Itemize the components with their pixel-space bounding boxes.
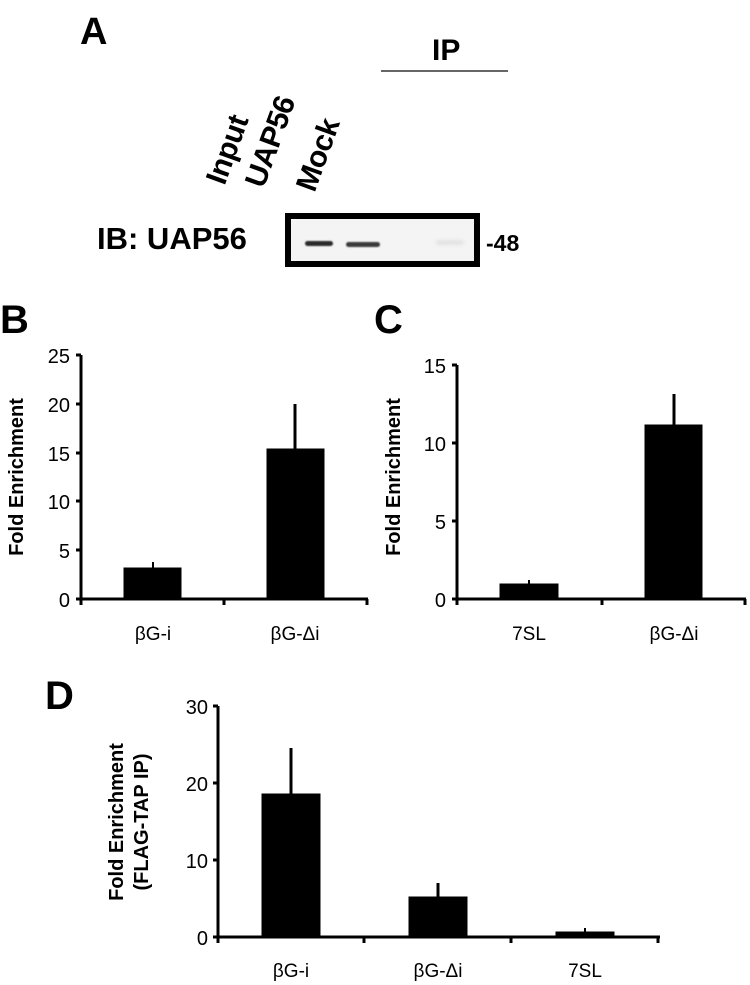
- y-tick-labels: 0 5 10 15: [424, 356, 446, 612]
- x-ticks: [216, 937, 660, 943]
- svg-text:20: 20: [48, 395, 70, 417]
- ip-bracket-line: [381, 70, 508, 72]
- x-tick-labels: 7SL βG-Δi: [512, 624, 698, 645]
- chart-panel-b: Fold Enrichment 0 5 10 15 20 25 βG-i βG-…: [6, 346, 369, 645]
- svg-text:0: 0: [435, 590, 446, 612]
- western-blot: [285, 213, 480, 267]
- x-ticks: [79, 599, 369, 605]
- bars: [261, 748, 615, 938]
- bar-bg-delta-i: [644, 424, 703, 600]
- svg-text:5: 5: [59, 541, 70, 563]
- svg-text:0: 0: [59, 590, 70, 612]
- svg-text:10: 10: [186, 851, 208, 873]
- svg-text:βG-Δi: βG-Δi: [271, 624, 320, 645]
- panel-c-letter: C: [374, 298, 403, 342]
- panel-d-letter: D: [45, 674, 74, 718]
- svg-text:10: 10: [48, 492, 70, 514]
- svg-text:25: 25: [48, 346, 70, 368]
- svg-text:5: 5: [435, 512, 446, 534]
- molecular-weight-marker: -48: [486, 230, 520, 256]
- y-tick-labels: 0 10 20 30: [186, 697, 208, 950]
- y-ticks: [76, 353, 81, 601]
- immunoblot-label: IB: UAP56: [97, 221, 247, 256]
- panel-b-letter: B: [0, 298, 29, 342]
- ip-label: IP: [432, 34, 461, 67]
- y-ticks: [452, 363, 457, 601]
- svg-text:20: 20: [186, 774, 208, 796]
- x-tick-labels: βG-i βG-Δi: [135, 624, 320, 645]
- svg-text:7SL: 7SL: [512, 624, 546, 645]
- bar-bg-i: [123, 567, 182, 600]
- x-ticks: [455, 599, 747, 605]
- bar-7sl: [555, 931, 615, 938]
- y-axis-label-line2: (FLAG-TAP IP): [131, 753, 153, 890]
- bar-7sl: [499, 583, 559, 600]
- x-tick-labels: βG-i βG-Δi 7SL: [273, 961, 602, 982]
- svg-text:βG-Δi: βG-Δi: [650, 624, 699, 645]
- svg-text:βG-i: βG-i: [273, 961, 309, 982]
- blot-band-input: [305, 241, 333, 246]
- chart-panel-c: Fold Enrichment 0 5 10 15 7SL βG-Δi: [383, 356, 747, 645]
- y-tick-labels: 0 5 10 15 20 25: [48, 346, 70, 612]
- panel-a-letter: A: [80, 11, 108, 53]
- y-axis-label: Fold Enrichment: [6, 398, 28, 556]
- svg-text:15: 15: [48, 444, 70, 466]
- bar-bg-delta-i: [266, 448, 325, 600]
- bars: [123, 404, 325, 600]
- svg-text:15: 15: [424, 356, 446, 378]
- blot-band-mock: [436, 240, 464, 245]
- y-axis-label: Fold Enrichment: [383, 398, 405, 556]
- bar-bg-delta-i: [408, 896, 468, 938]
- bars: [499, 394, 703, 600]
- svg-text:30: 30: [186, 697, 208, 719]
- svg-text:βG-i: βG-i: [135, 624, 171, 645]
- blot-band-uap56: [346, 242, 380, 247]
- svg-text:0: 0: [197, 928, 208, 950]
- bar-bg-i: [261, 793, 321, 938]
- y-axis-label-line1: Fold Enrichment: [106, 743, 128, 901]
- svg-text:βG-Δi: βG-Δi: [414, 961, 463, 982]
- svg-text:7SL: 7SL: [568, 961, 602, 982]
- svg-text:10: 10: [424, 434, 446, 456]
